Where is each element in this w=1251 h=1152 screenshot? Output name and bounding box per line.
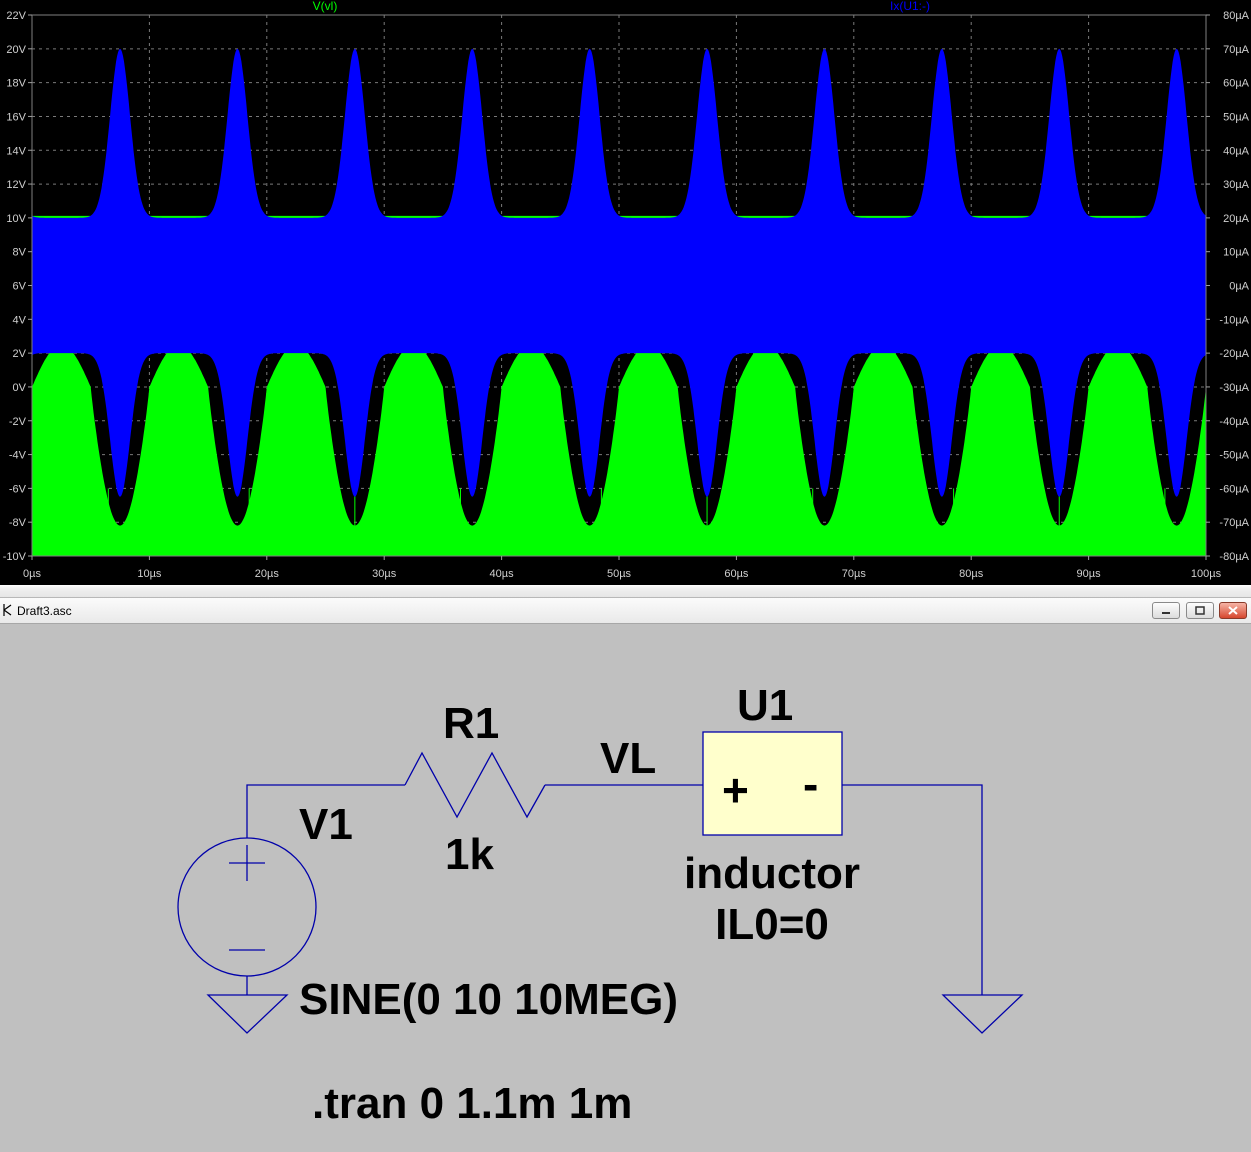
x-axis: 0µs 10µs 20µs 30µs 40µs 50µs 60µs 70µs 80µs 90µs 1…: [23, 556, 1222, 580]
component-u1[interactable]: [702, 731, 843, 836]
u1-name[interactable]: U1: [737, 681, 793, 730]
trace-ix-u1-envelope: [32, 48, 1206, 497]
left-axis-tick-label: -10V: [3, 551, 27, 563]
right-axis-tick-label: 30µA: [1223, 179, 1250, 191]
left-axis-tick-label: 10V: [6, 213, 26, 225]
right-axis-tick-label: 20µA: [1223, 213, 1250, 225]
u1-plus-pin: +: [722, 764, 749, 816]
right-axis-tick-label: -20µA: [1219, 348, 1249, 360]
trace-ix-u1: [32, 48, 1206, 497]
left-axis-tick-label: 6V: [13, 281, 27, 293]
wires: [246, 784, 983, 995]
x-axis-tick-label: 90µs: [1077, 568, 1102, 580]
minimize-button[interactable]: [1152, 602, 1180, 619]
right-axis-tick-label: -40µA: [1219, 416, 1249, 428]
left-axis-tick-label: 22V: [6, 10, 26, 22]
trace-label-ix-u1[interactable]: Ix(U1:-): [890, 0, 930, 13]
left-axis-tick-label: 4V: [13, 314, 27, 326]
close-button[interactable]: [1219, 602, 1247, 619]
right-axis-tick-label: 80µA: [1223, 10, 1250, 22]
left-axis-tick-label: 16V: [6, 111, 26, 123]
schematic-canvas[interactable]: R1 1k V1 SINE(0 10 10MEG) VL U1 + - indu…: [0, 625, 1251, 1152]
schematic-titlebar[interactable]: Draft3.asc: [0, 598, 1251, 624]
left-axis-tick-label: -6V: [9, 483, 27, 495]
right-axis-tick-label: 70µA: [1223, 44, 1250, 56]
right-axis-tick-label: 60µA: [1223, 78, 1250, 90]
schematic-title: Draft3.asc: [17, 604, 72, 618]
v1-value[interactable]: SINE(0 10 10MEG): [299, 975, 678, 1024]
right-axis-tick-label: -50µA: [1219, 450, 1249, 462]
right-axis-tick-label: -30µA: [1219, 382, 1249, 394]
right-axis-tick-label: 40µA: [1223, 145, 1250, 157]
right-axis-tick-label: -10µA: [1219, 314, 1249, 326]
right-axis-tick-label: -70µA: [1219, 517, 1249, 529]
x-axis-tick-label: 40µs: [490, 568, 515, 580]
x-axis-tick-label: 100µs: [1191, 568, 1222, 580]
left-axis-tick-label: 20V: [6, 44, 26, 56]
close-icon: [1228, 606, 1238, 615]
r1-name[interactable]: R1: [443, 699, 499, 748]
right-axis-tick-label: -60µA: [1219, 483, 1249, 495]
left-axis-tick-label: 0V: [13, 382, 27, 394]
ground-symbol-u1[interactable]: [941, 994, 1024, 1034]
waveform-plot[interactable]: 22V 20V 18V 16V 14V 12V 10V 8V 6V 4V 2V 0V -2V -4V -6V…: [0, 0, 1251, 585]
left-axis-tick-label: 12V: [6, 179, 26, 191]
left-axis-tick-label: 2V: [13, 348, 27, 360]
left-axis-tick-label: -8V: [9, 517, 27, 529]
right-axis-tick-label: 0µA: [1229, 281, 1249, 293]
trace-v-vl-lower-envelope: [32, 344, 1206, 556]
resistor-r1[interactable]: [404, 751, 546, 819]
spice-directive[interactable]: .tran 0 1.1m 1m: [312, 1079, 632, 1128]
x-axis-tick-label: 50µs: [607, 568, 632, 580]
left-axis-tick-label: 14V: [6, 145, 26, 157]
u1-param[interactable]: IL0=0: [715, 900, 829, 949]
x-axis-tick-label: 30µs: [372, 568, 397, 580]
right-axis: 80µA 70µA 60µA 50µA 40µA 30µA 20µA 10µA 0µA -10µA…: [1206, 10, 1250, 563]
u1-minus-pin: -: [803, 758, 818, 810]
minimize-icon: [1162, 612, 1170, 614]
r1-value[interactable]: 1k: [445, 830, 494, 879]
left-axis-tick-label: 18V: [6, 78, 26, 90]
left-axis-tick-label: 8V: [13, 247, 27, 259]
left-axis-tick-label: -4V: [9, 450, 27, 462]
right-axis-tick-label: -80µA: [1219, 551, 1249, 563]
x-axis-tick-label: 20µs: [255, 568, 280, 580]
x-axis-tick-label: 80µs: [959, 568, 984, 580]
u1-model[interactable]: inductor: [684, 849, 860, 898]
left-axis: 22V 20V 18V 16V 14V 12V 10V 8V 6V 4V 2V 0V -2V -4V -6V…: [3, 10, 32, 563]
left-axis-tick-label: -2V: [9, 416, 27, 428]
restore-icon: [1195, 606, 1205, 615]
x-axis-tick-label: 10µs: [137, 568, 162, 580]
right-axis-tick-label: 50µA: [1223, 111, 1250, 123]
restore-button[interactable]: [1186, 602, 1214, 619]
right-axis-tick-label: 10µA: [1223, 247, 1250, 259]
ground-symbol-v1[interactable]: [206, 994, 289, 1034]
x-axis-tick-label: 60µs: [724, 568, 749, 580]
voltage-source-v1[interactable]: [177, 837, 317, 977]
net-label-vl[interactable]: VL: [600, 734, 656, 783]
v1-name[interactable]: V1: [299, 800, 353, 849]
trace-label-v-vl[interactable]: V(vl): [313, 0, 338, 13]
x-axis-tick-label: 70µs: [842, 568, 867, 580]
schematic-icon: [3, 604, 12, 616]
pane-splitter[interactable]: [0, 585, 1251, 598]
waveform-viewer[interactable]: 22V 20V 18V 16V 14V 12V 10V 8V 6V 4V 2V 0V -2V -4V -6V…: [0, 0, 1251, 585]
x-axis-tick-label: 0µs: [23, 568, 41, 580]
